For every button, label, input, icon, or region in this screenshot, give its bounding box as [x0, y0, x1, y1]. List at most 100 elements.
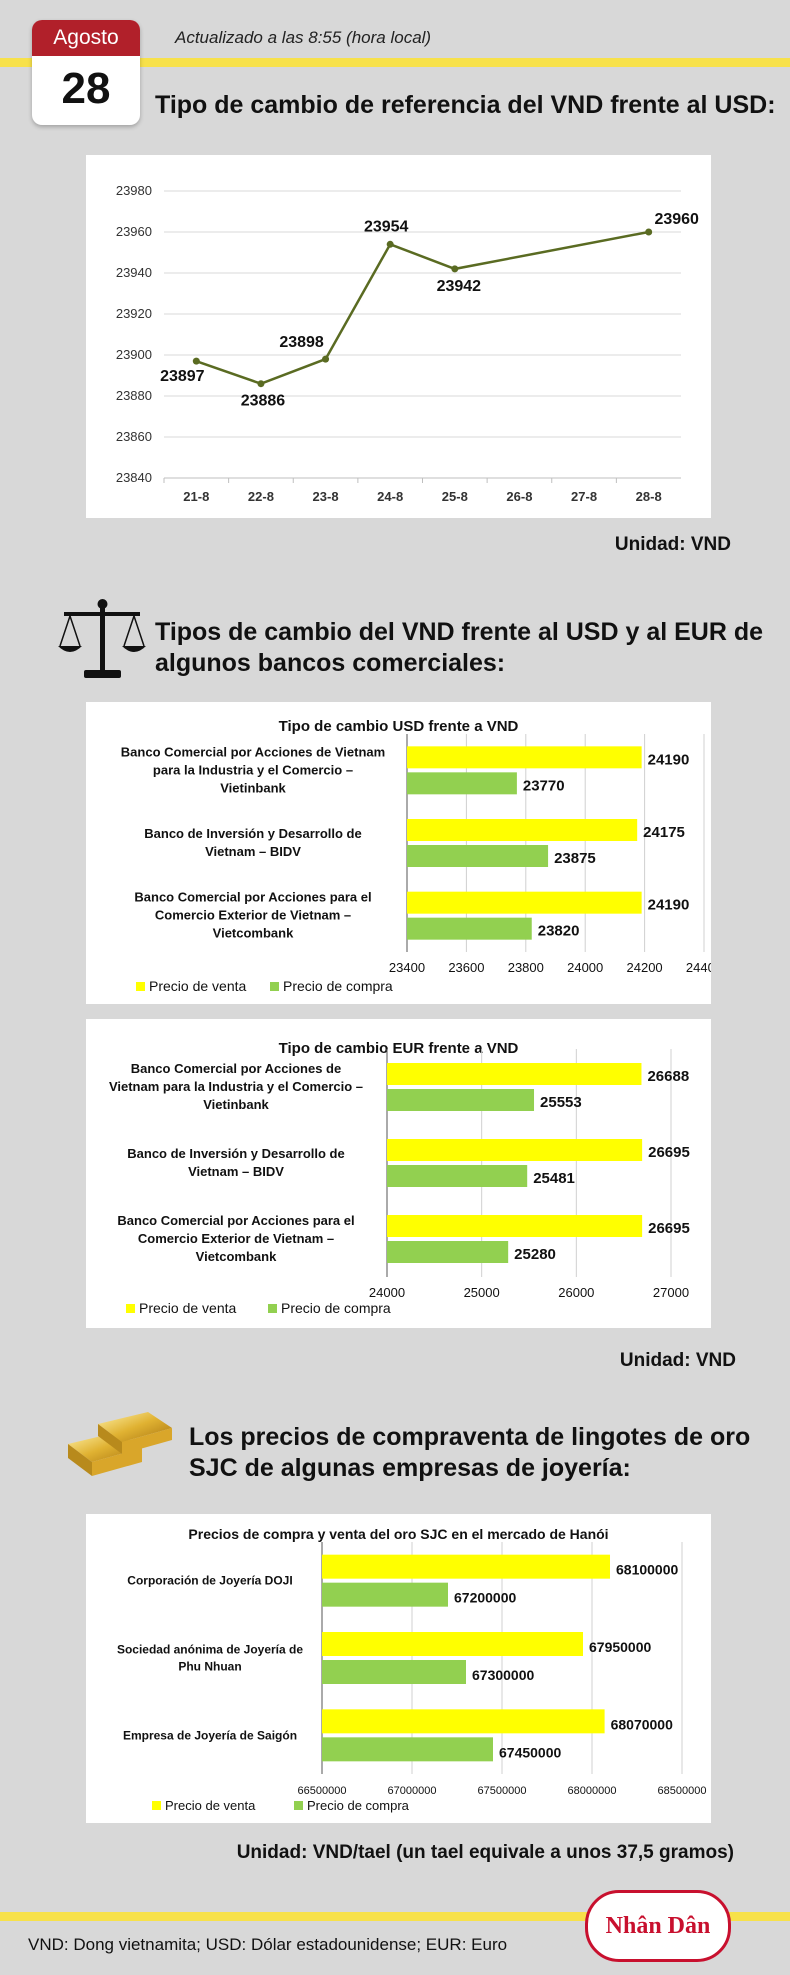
bottom-stripe: [0, 1912, 790, 1921]
bar-buy: [407, 772, 517, 795]
category-label: Vietinbank: [203, 1097, 269, 1112]
category-label: Comercio Exterior de Vietnam –: [155, 908, 351, 923]
y-tick-label: 23920: [116, 306, 152, 321]
chart-title: Precios de compra y venta del oro SJC en…: [188, 1526, 608, 1542]
legend-swatch: [136, 982, 145, 991]
data-label: 23942: [437, 278, 482, 295]
x-tick-label: 27000: [653, 1285, 689, 1300]
category-label: Vietcombank: [213, 926, 294, 941]
x-tick-label: 67000000: [388, 1785, 437, 1797]
x-tick-label: 25000: [464, 1285, 500, 1300]
category-label: Corporación de Joyería DOJI: [127, 1574, 292, 1588]
x-tick-label: 67500000: [478, 1785, 527, 1797]
category-label: Banco Comercial por Acciones para el: [134, 890, 371, 905]
x-tick-label: 21-8: [183, 489, 209, 504]
data-point: [386, 240, 394, 248]
category-label: Sociedad anónima de Joyería de: [117, 1643, 303, 1657]
data-point: [322, 355, 330, 363]
category-label: Empresa de Joyería de Saigón: [123, 1728, 297, 1742]
chart-title: Tipo de cambio USD frente a VND: [279, 718, 519, 735]
legend-label: Precio de venta: [165, 1798, 256, 1813]
category-label: para la Industria y el Comercio –: [153, 762, 353, 777]
category-label: Banco de Inversión y Desarrollo de: [144, 826, 361, 841]
x-tick-label: 23800: [508, 960, 544, 975]
data-label: 25553: [540, 1094, 582, 1111]
x-tick-label: 68000000: [568, 1785, 617, 1797]
category-label: Phu Nhuan: [178, 1660, 241, 1674]
legend-label: Precio de venta: [149, 978, 246, 994]
gold-bars-icon: [68, 1412, 172, 1476]
date-badge: Agosto 28: [32, 20, 140, 125]
data-label: 67450000: [499, 1744, 562, 1760]
section1-unit: Unidad: VND: [614, 534, 731, 555]
data-label: 25280: [514, 1246, 556, 1263]
bar-buy: [407, 917, 532, 940]
data-point: [645, 228, 653, 236]
data-label: 67950000: [589, 1639, 652, 1655]
data-point: [192, 357, 200, 365]
bar-buy: [322, 1660, 466, 1684]
data-label: 67200000: [454, 1590, 517, 1606]
bar-buy: [322, 1582, 448, 1607]
newspaper-logo: Nhân Dân: [585, 1890, 731, 1962]
y-tick-label: 23860: [116, 429, 152, 444]
x-tick-label: 25-8: [442, 489, 468, 504]
data-label: 26688: [647, 1068, 689, 1085]
x-tick-label: 26-8: [506, 489, 532, 504]
x-tick-label: 22-8: [248, 489, 274, 504]
section1-heading: Tipo de cambio de referencia del VND fre…: [155, 91, 776, 119]
section3-unit: Unidad: VND/tael (un tael equivale a uno…: [236, 1842, 734, 1863]
gold-price-bar-chart: Precios de compra y venta del oro SJC en…: [117, 1526, 707, 1813]
legend-label: Precio de compra: [283, 978, 393, 994]
bar-buy: [387, 1241, 509, 1263]
data-label: 23875: [554, 850, 596, 867]
updated-time: Actualizado a las 8:55 (hora local): [175, 28, 432, 47]
bar-sell: [387, 1063, 642, 1085]
section2-heading: Tipos de cambio del VND frente al USD y …: [155, 617, 763, 679]
data-label: 23886: [241, 393, 286, 410]
x-tick-label: 23600: [448, 960, 484, 975]
category-label: Banco Comercial por Acciones de: [131, 1061, 341, 1076]
eur-rate-panel: Tipo de cambio EUR frente a VND 24000 2500…: [86, 1019, 711, 1328]
data-point: [451, 265, 459, 273]
y-tick-label: 23900: [116, 347, 152, 362]
bar-sell: [322, 1554, 610, 1579]
chart-title: Tipo de cambio EUR frente a VND: [279, 1040, 519, 1057]
category-label: Banco de Inversión y Desarrollo de: [127, 1146, 344, 1161]
data-label: 24190: [648, 897, 690, 914]
category-label: Banco Comercial por Acciones de Vietnam: [121, 744, 385, 759]
gold-price-panel: Precios de compra y venta del oro SJC en…: [86, 1514, 711, 1823]
bar-sell: [322, 1632, 583, 1656]
data-label: 26695: [648, 1144, 690, 1161]
top-stripe: [0, 58, 790, 67]
bar-sell: [407, 819, 638, 841]
category-label: Comercio Exterior de Vietnam –: [138, 1231, 334, 1246]
abbreviations-note: VND: Dong vietnamita; USD: Dólar estadou…: [28, 1935, 508, 1954]
x-tick-label: 24000: [567, 960, 603, 975]
data-label: 26695: [648, 1220, 690, 1237]
x-tick-label: 27-8: [571, 489, 597, 504]
category-label: Vietnam – BIDV: [188, 1164, 284, 1179]
category-label: Vietnam – BIDV: [205, 844, 301, 859]
data-label: 23897: [160, 368, 205, 385]
x-tick-label: 24-8: [377, 489, 403, 504]
bar-buy: [387, 1089, 535, 1111]
x-tick-label: 26000: [558, 1285, 594, 1300]
section2-unit: Unidad: VND: [619, 1350, 736, 1371]
section2-heading-line2: algunos bancos comerciales:: [155, 649, 506, 677]
legend-swatch: [270, 982, 279, 991]
legend-swatch: [126, 1304, 135, 1313]
y-tick-label: 23840: [116, 470, 152, 485]
x-tick-label: 24000: [369, 1285, 405, 1300]
data-label: 23954: [364, 218, 409, 235]
usd-rate-bar-chart: Tipo de cambio USD frente a VND 23400 2360…: [121, 718, 722, 994]
category-label: Vietcombank: [196, 1249, 277, 1264]
data-label: 67300000: [472, 1667, 535, 1683]
x-tick-label: 24200: [627, 960, 663, 975]
category-label: Vietinbank: [220, 780, 286, 795]
legend-swatch: [152, 1801, 161, 1810]
data-label: 25481: [533, 1170, 575, 1187]
data-label: 23898: [279, 334, 324, 351]
y-tick-label: 23880: [116, 388, 152, 403]
eur-rate-bar-chart: Tipo de cambio EUR frente a VND 24000 2500…: [109, 1040, 690, 1316]
